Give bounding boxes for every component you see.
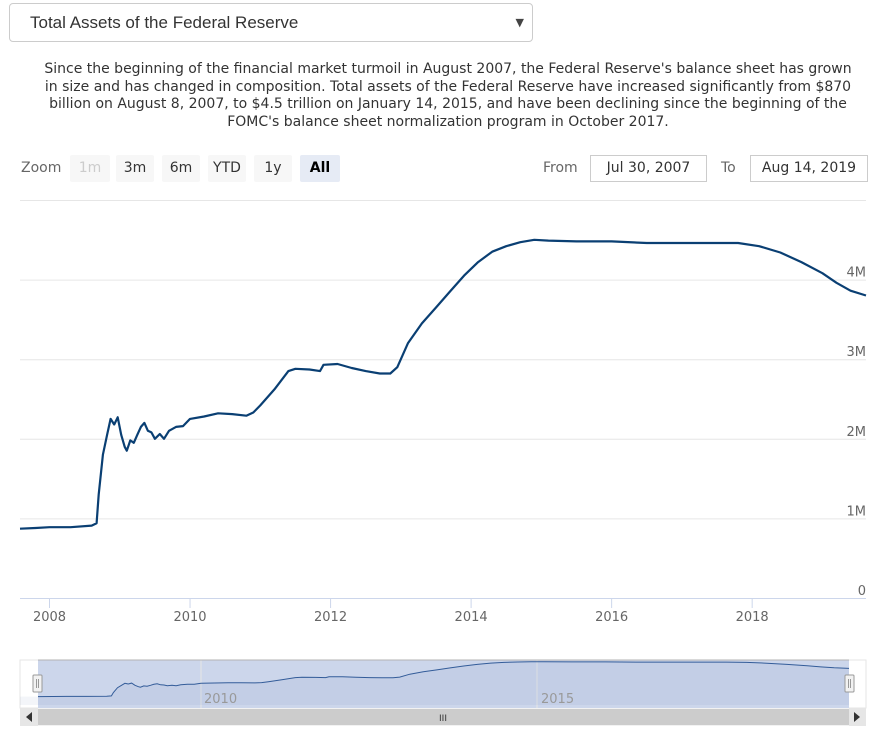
y-tick-label: 0: [858, 584, 866, 599]
navigator-line: [37, 661, 850, 698]
y-tick-label: 2M: [847, 425, 867, 440]
navigator[interactable]: 2010 2015: [19, 659, 867, 709]
navigator-handle-left[interactable]: [32, 674, 43, 693]
scrollbar-grip: III: [439, 714, 447, 724]
range-to-label: To: [721, 160, 736, 176]
series-line: [19, 238, 867, 530]
range-to-input[interactable]: Aug 14, 2019: [750, 155, 868, 182]
scrollbar[interactable]: III: [20, 708, 866, 726]
scroll-left-arrow-icon: [26, 712, 32, 722]
x-tick-label: 2014: [455, 610, 488, 625]
x-tick-label: 2010: [173, 610, 206, 625]
zoom-1y-button[interactable]: 1y: [254, 155, 292, 182]
chart-description: Since the beginning of the financial mar…: [44, 61, 852, 130]
series-select[interactable]: Total Assets of the Federal Reserve ▼: [9, 3, 533, 42]
scrollbar-thumb[interactable]: [38, 709, 849, 725]
navigator-selected-range[interactable]: [38, 660, 849, 708]
zoom-6m-button[interactable]: 6m: [162, 155, 200, 182]
zoom-1m-button[interactable]: 1m: [70, 155, 110, 182]
zoom-ytd-button[interactable]: YTD: [208, 155, 246, 182]
range-from-label: From: [543, 160, 578, 176]
dropdown-arrow-icon[interactable]: ▼: [515, 16, 524, 29]
range-from-input[interactable]: Jul 30, 2007: [590, 155, 707, 182]
x-tick-label: 2018: [736, 610, 769, 625]
zoom-label: Zoom: [21, 160, 62, 176]
series-select-value: Total Assets of the Federal Reserve: [30, 13, 299, 32]
navigator-year-label: 2015: [541, 692, 574, 707]
navigator-year-label: 2010: [204, 692, 237, 707]
x-tick-label: 2012: [314, 610, 347, 625]
navigator-handle-right[interactable]: [844, 674, 855, 693]
scroll-right-arrow-icon: [854, 712, 860, 722]
y-tick-label: 3M: [847, 345, 867, 360]
navigator-area: [20, 661, 849, 705]
y-tick-label: 4M: [847, 266, 867, 281]
x-tick-label: 2008: [33, 610, 66, 625]
zoom-3m-button[interactable]: 3m: [116, 155, 154, 182]
zoom-all-button[interactable]: All: [300, 155, 340, 182]
x-tick-label: 2016: [595, 610, 628, 625]
y-tick-label: 1M: [847, 504, 867, 519]
